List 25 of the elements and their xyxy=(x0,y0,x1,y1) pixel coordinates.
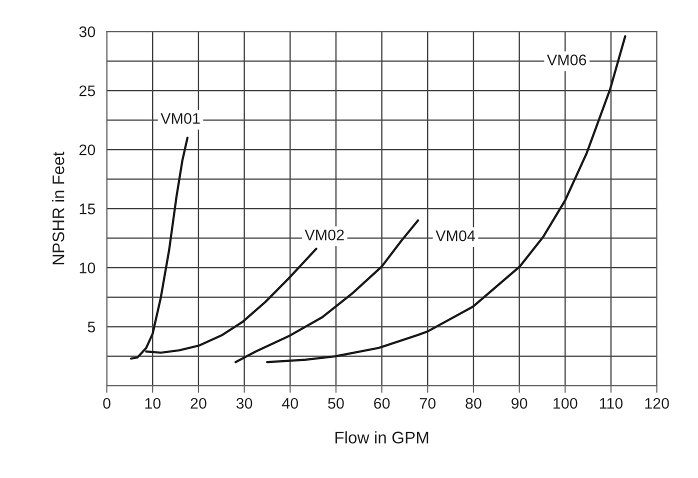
series-label: VM02 xyxy=(304,230,344,240)
series-label: VM06 xyxy=(546,54,586,66)
x-tick-label: 70 xyxy=(420,398,436,409)
y-tick-label: 30 xyxy=(79,26,96,38)
series-label: VM04 xyxy=(436,230,476,242)
x-tick-label: 90 xyxy=(512,398,528,409)
x-tick-label: 60 xyxy=(374,398,390,409)
x-tick-label: 50 xyxy=(328,398,344,409)
x-tick-label: 20 xyxy=(190,398,206,409)
y-tick-label: 25 xyxy=(79,85,96,96)
x-axis-title: Flow in GPM xyxy=(335,431,428,444)
x-tick-label: 80 xyxy=(466,398,482,409)
y-tick-label: 20 xyxy=(79,144,96,156)
y-axis-title: NPSHR in Feet xyxy=(52,152,64,264)
y-tick-label: 5 xyxy=(88,322,96,332)
y-tick-label: 15 xyxy=(80,204,96,214)
x-tick-label: 120 xyxy=(645,398,669,409)
y-tick-label: 10 xyxy=(80,262,96,274)
x-tick-label: 30 xyxy=(236,398,252,409)
x-tick-label: 0 xyxy=(103,398,110,409)
x-tick-label: 100 xyxy=(554,398,578,409)
x-tick-label: 10 xyxy=(145,398,161,409)
x-tick-label: 110 xyxy=(600,398,623,409)
series-label: VM01 xyxy=(160,113,200,124)
x-tick-label: 40 xyxy=(282,398,298,409)
